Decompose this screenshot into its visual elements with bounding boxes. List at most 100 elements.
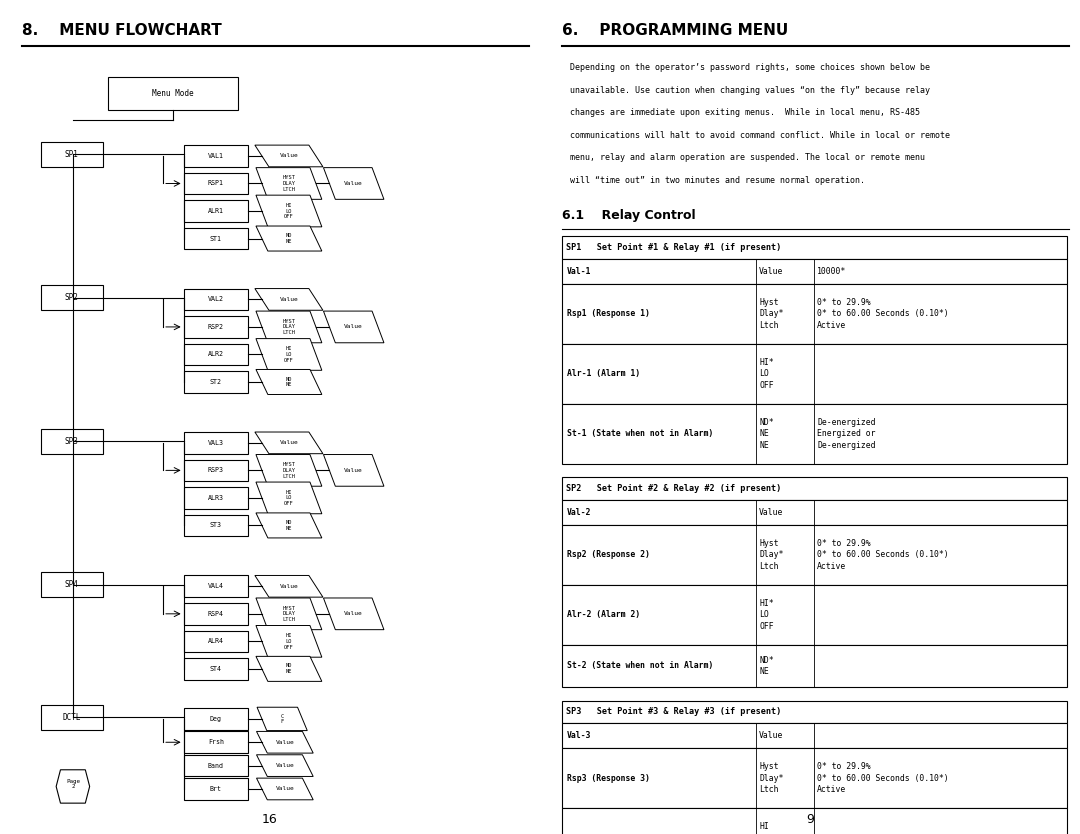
FancyBboxPatch shape: [184, 731, 248, 753]
Text: SP3: SP3: [65, 437, 79, 445]
FancyBboxPatch shape: [184, 289, 248, 310]
Polygon shape: [256, 311, 322, 343]
Text: De-energized
Energized or
De-energized: De-energized Energized or De-energized: [818, 418, 876, 450]
Text: SP1: SP1: [65, 150, 79, 158]
Text: Menu Mode: Menu Mode: [152, 89, 193, 98]
Text: Alr-2 (Alarm 2): Alr-2 (Alarm 2): [567, 610, 640, 619]
Text: SP3   Set Point #3 & Relay #3 (if present): SP3 Set Point #3 & Relay #3 (if present): [566, 707, 781, 716]
FancyBboxPatch shape: [562, 500, 1067, 525]
Text: ND
NE: ND NE: [285, 664, 293, 674]
FancyBboxPatch shape: [184, 316, 248, 338]
Text: HI
LO
OFF: HI LO OFF: [284, 203, 294, 219]
Text: ST2: ST2: [210, 379, 222, 385]
Polygon shape: [256, 226, 322, 251]
Text: VAL4: VAL4: [208, 583, 224, 590]
Text: unavailable. Use caution when changing values “on the fly” because relay: unavailable. Use caution when changing v…: [570, 86, 930, 95]
Text: ND
NE: ND NE: [285, 520, 293, 530]
FancyBboxPatch shape: [184, 432, 248, 454]
Text: Value: Value: [345, 468, 363, 473]
Text: Depending on the operator’s password rights, some choices shown below be: Depending on the operator’s password rig…: [570, 63, 930, 73]
FancyBboxPatch shape: [562, 701, 1067, 723]
Text: 9: 9: [806, 813, 814, 826]
Polygon shape: [257, 755, 313, 776]
Text: Value: Value: [275, 763, 294, 768]
FancyBboxPatch shape: [184, 487, 248, 509]
FancyBboxPatch shape: [562, 284, 1067, 344]
FancyBboxPatch shape: [562, 585, 1067, 645]
Text: ST3: ST3: [210, 522, 222, 529]
FancyBboxPatch shape: [184, 755, 248, 776]
Text: ST1: ST1: [210, 235, 222, 242]
Polygon shape: [256, 626, 322, 657]
Text: Value: Value: [275, 740, 294, 745]
Text: SP1   Set Point #1 & Relay #1 (if present): SP1 Set Point #1 & Relay #1 (if present): [566, 243, 781, 252]
FancyBboxPatch shape: [184, 658, 248, 680]
Polygon shape: [255, 289, 323, 310]
Text: Rsp2 (Response 2): Rsp2 (Response 2): [567, 550, 650, 559]
Polygon shape: [56, 770, 90, 803]
FancyBboxPatch shape: [184, 228, 248, 249]
FancyBboxPatch shape: [562, 259, 1067, 284]
FancyBboxPatch shape: [184, 145, 248, 167]
Polygon shape: [256, 455, 322, 486]
Polygon shape: [256, 168, 322, 199]
FancyBboxPatch shape: [184, 708, 248, 730]
FancyBboxPatch shape: [184, 575, 248, 597]
Text: ALR4: ALR4: [208, 638, 224, 645]
Text: Frsh: Frsh: [208, 739, 224, 746]
Text: HYST
DLAY
LTCH: HYST DLAY LTCH: [282, 175, 296, 192]
Text: HYST
DLAY
LTCH: HYST DLAY LTCH: [282, 605, 296, 622]
Text: will “time out” in two minutes and resume normal operation.: will “time out” in two minutes and resum…: [570, 176, 865, 185]
FancyBboxPatch shape: [184, 344, 248, 365]
Text: HYST
DLAY
LTCH: HYST DLAY LTCH: [282, 462, 296, 479]
Text: changes are immediate upon exiting menus.  While in local menu, RS-485: changes are immediate upon exiting menus…: [570, 108, 920, 118]
Text: Hyst
Dlay*
Ltch: Hyst Dlay* Ltch: [759, 762, 784, 794]
Text: ND*
NE: ND* NE: [759, 656, 774, 676]
Text: 10000*: 10000*: [818, 267, 847, 275]
Text: SP2   Set Point #2 & Relay #2 (if present): SP2 Set Point #2 & Relay #2 (if present): [566, 484, 781, 493]
Text: Val-3: Val-3: [567, 731, 592, 740]
FancyBboxPatch shape: [562, 236, 1067, 259]
FancyBboxPatch shape: [562, 748, 1067, 808]
Polygon shape: [324, 168, 384, 199]
FancyBboxPatch shape: [41, 142, 103, 167]
Text: 8.    MENU FLOWCHART: 8. MENU FLOWCHART: [22, 23, 221, 38]
Polygon shape: [256, 195, 322, 227]
Polygon shape: [257, 778, 313, 800]
Text: Value: Value: [759, 508, 784, 516]
Text: 0* to 29.9%
0* to 60.00 Seconds (0.10*)
Active: 0* to 29.9% 0* to 60.00 Seconds (0.10*) …: [818, 539, 949, 570]
Polygon shape: [256, 339, 322, 370]
Text: Val-1: Val-1: [567, 267, 592, 275]
Polygon shape: [255, 145, 323, 167]
FancyBboxPatch shape: [184, 200, 248, 222]
Polygon shape: [324, 455, 384, 486]
FancyBboxPatch shape: [562, 645, 1067, 687]
Text: C
F: C F: [281, 714, 284, 724]
Text: HI*
LO
OFF: HI* LO OFF: [759, 358, 774, 389]
Text: Band: Band: [208, 762, 224, 769]
Text: HYST
DLAY
LTCH: HYST DLAY LTCH: [282, 319, 296, 335]
Text: Value: Value: [759, 267, 784, 275]
Text: RSP3: RSP3: [208, 467, 224, 474]
Text: Value: Value: [280, 584, 298, 589]
Text: Rsp1 (Response 1): Rsp1 (Response 1): [567, 309, 650, 318]
FancyBboxPatch shape: [184, 460, 248, 481]
Text: menu, relay and alarm operation are suspended. The local or remote menu: menu, relay and alarm operation are susp…: [570, 153, 924, 163]
Text: Deg: Deg: [210, 716, 222, 722]
FancyBboxPatch shape: [184, 778, 248, 800]
Text: ST4: ST4: [210, 666, 222, 672]
Text: communications will halt to avoid command conflict. While in local or remote: communications will halt to avoid comman…: [570, 131, 949, 140]
Polygon shape: [257, 707, 308, 731]
Text: Brt: Brt: [210, 786, 222, 792]
Polygon shape: [257, 731, 313, 753]
FancyBboxPatch shape: [41, 572, 103, 597]
Text: ALR3: ALR3: [208, 495, 224, 501]
Text: SP2: SP2: [65, 294, 79, 302]
FancyBboxPatch shape: [184, 173, 248, 194]
Text: SP4: SP4: [65, 580, 79, 589]
Text: HI
LO
OFF: HI LO OFF: [284, 490, 294, 506]
Text: Hyst
Dlay*
Ltch: Hyst Dlay* Ltch: [759, 539, 784, 570]
FancyBboxPatch shape: [184, 603, 248, 625]
Text: VAL3: VAL3: [208, 440, 224, 446]
Text: Value: Value: [280, 153, 298, 158]
